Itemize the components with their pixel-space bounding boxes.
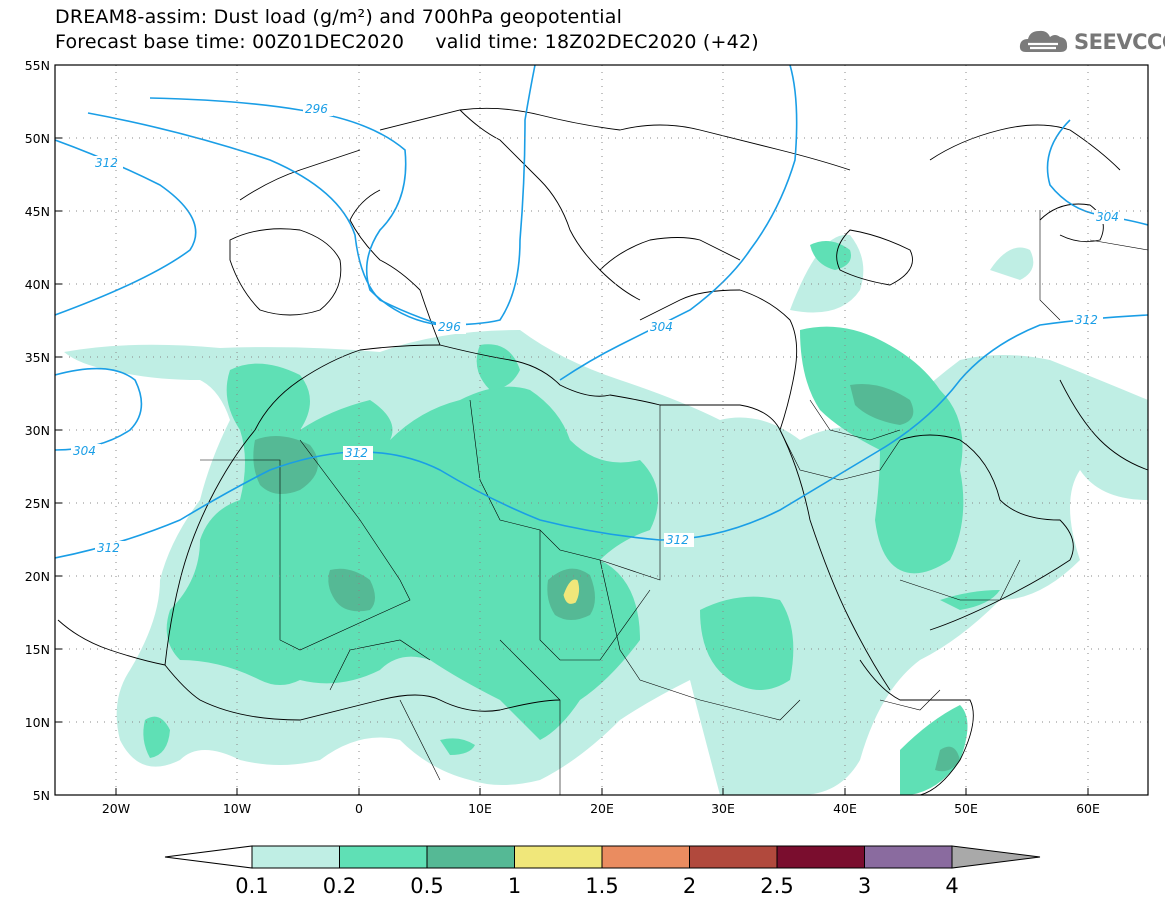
lat-label: 40N [25, 277, 50, 292]
colorbar-segment [426, 845, 515, 869]
colorbar-segment [601, 845, 690, 869]
contour-labels: 296 312 304 296 304 312 312 312 304 312 [71, 102, 1124, 555]
lat-label: 55N [25, 58, 50, 73]
lat-label: 20N [25, 569, 50, 584]
lon-label: 30E [711, 801, 735, 816]
country-borders [200, 210, 1148, 795]
lat-label: 50N [25, 131, 50, 146]
dust-layer-1 [562, 578, 581, 605]
cloud-icon [1019, 30, 1068, 52]
contour-label: 312 [95, 156, 118, 170]
contour-label: 296 [438, 320, 461, 334]
colorbar-segment [339, 845, 428, 869]
lat-label: 15N [25, 642, 50, 657]
colorbar: 0.1 0.2 0.5 1 1.5 2 2.5 3 4 [164, 845, 1041, 898]
lon-label: 20E [590, 801, 614, 816]
colorbar-over-triangle [951, 845, 1041, 869]
colorbar-under-triangle [164, 845, 253, 869]
colorbar-segment [689, 845, 778, 869]
lat-label: 30N [25, 423, 50, 438]
tick-marks [55, 64, 1089, 795]
colorbar-tick-label: 0.2 [323, 874, 356, 898]
colorbar-tick-label: 2.5 [760, 874, 793, 898]
lon-label: 10E [468, 801, 492, 816]
contour-label: 312 [345, 446, 368, 460]
lon-label: 40E [833, 801, 857, 816]
colorbar-segment [251, 845, 340, 869]
contour-label: 312 [1075, 313, 1098, 327]
seevccc-logo: SEEVCCC [1018, 24, 1165, 60]
lat-label: 10N [25, 715, 50, 730]
lat-label: 45N [25, 204, 50, 219]
lon-label: 20W [102, 801, 130, 816]
contour-label: 296 [305, 102, 328, 116]
colorbar-tick-label: 1.5 [585, 874, 618, 898]
lat-label: 25N [25, 496, 50, 511]
longitude-labels: 20W 10W 0 10E 20E 30E 40E 50E 60E [102, 801, 1100, 816]
colorbar-tick-label: 0.5 [410, 874, 443, 898]
contour-label: 304 [1096, 210, 1119, 224]
colorbar-tick-label: 0.1 [235, 874, 268, 898]
lat-label: 5N [33, 788, 50, 803]
logo-text: SEEVCCC [1074, 30, 1165, 54]
colorbar-tick-label: 3 [858, 874, 871, 898]
colorbar-segment [514, 845, 603, 869]
contour-label: 312 [97, 541, 120, 555]
colorbar-tick-label: 2 [683, 874, 696, 898]
latitude-labels: 55N 50N 45N 40N 35N 30N 25N 20N 15N 10N … [25, 58, 50, 803]
contour-label: 304 [650, 320, 673, 334]
title-line-2: Forecast base time: 00Z01DEC2020 valid t… [55, 31, 759, 53]
lon-label: 50E [954, 801, 978, 816]
graticule [55, 65, 1148, 795]
lon-label: 10W [223, 801, 251, 816]
contour-label: 312 [666, 533, 689, 547]
colorbar-tick-label: 1 [508, 874, 521, 898]
lon-label: 0 [355, 801, 363, 816]
lon-label: 60E [1076, 801, 1100, 816]
title-line-1: DREAM8-assim: Dust load (g/m²) and 700hP… [55, 6, 623, 28]
colorbar-tick-label: 4 [945, 874, 958, 898]
colorbar-segment [864, 845, 953, 869]
lat-label: 35N [25, 350, 50, 365]
contour-label: 304 [73, 444, 96, 458]
coastlines [57, 107, 1148, 795]
colorbar-segment [776, 845, 865, 869]
